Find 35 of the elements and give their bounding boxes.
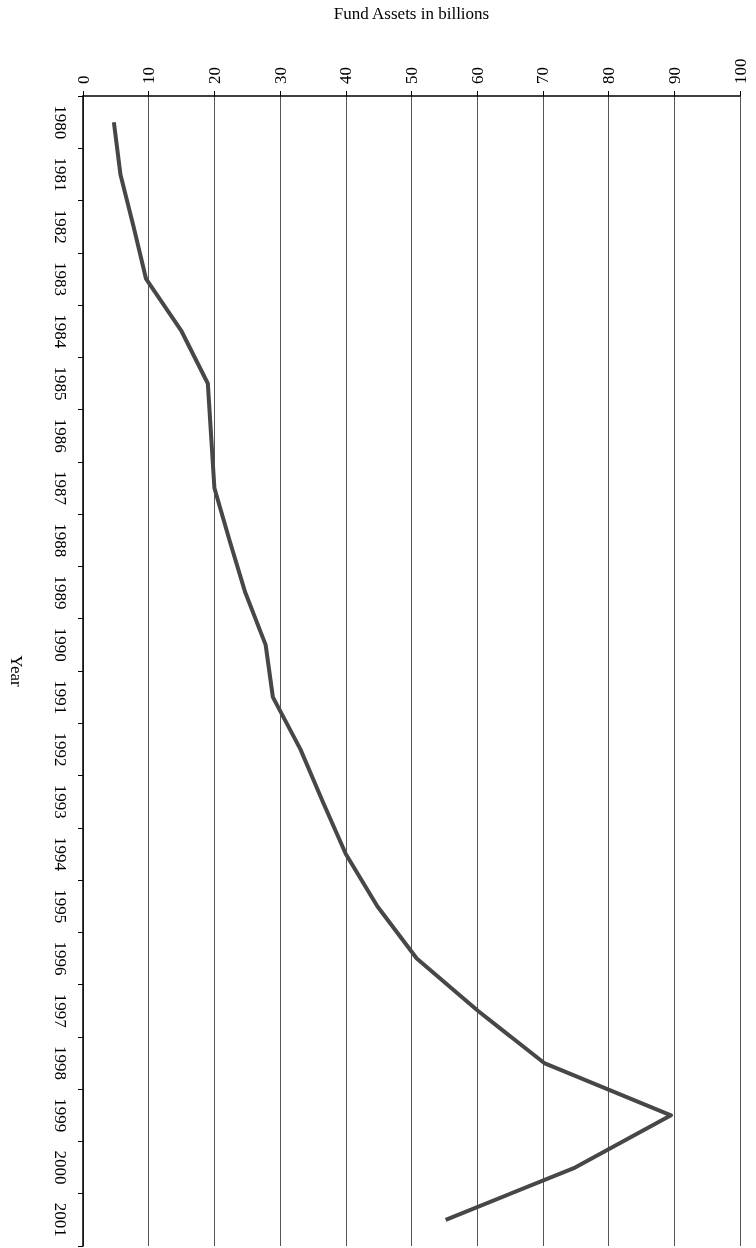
y-tick-label: 1990 [51,627,70,662]
y-tick-label: 1998 [51,1046,70,1081]
x-tick-label: 70 [533,67,553,84]
y-tick-label: 1987 [51,471,70,506]
y-tick-label: 1989 [51,575,70,610]
x-tick-label: 90 [664,67,684,84]
x-tick-label: 0 [73,75,93,84]
y-tick-label: 1993 [51,784,70,819]
y-tick-label: 1981 [51,157,70,192]
y-tick-label: 1999 [51,1098,70,1133]
y-axis-title: Year [7,655,26,687]
y-tick-label: 1994 [51,836,70,872]
x-axis-title: Fund Assets in billions [333,4,490,23]
y-tick-label: 1984 [51,314,70,349]
y-tick-label: 1995 [51,889,70,924]
y-tick-label: 1980 [51,105,70,140]
y-tick-label: 1992 [51,732,70,767]
x-tick-label: 80 [599,67,619,84]
y-tick-label: 1985 [51,366,70,401]
x-tick-label: 10 [139,67,159,84]
y-tick-label: 1988 [51,523,70,558]
y-tick-label: 1983 [51,261,70,296]
y-tick-label: 1982 [51,209,70,244]
y-tick-label: 1991 [51,680,70,715]
x-tick-label: 100 [730,58,750,84]
x-tick-label: 40 [336,67,356,84]
y-tick-label: 2000 [51,1150,70,1185]
x-tick-label: 50 [402,67,421,84]
y-tick-label: 1997 [51,993,70,1029]
y-tick-label: 1996 [51,941,70,976]
y-tick-label: 2001 [51,1202,70,1237]
x-tick-label: 30 [270,67,290,84]
x-tick-label: 60 [467,67,487,84]
y-tick-label: 1986 [51,418,70,453]
x-tick-label: 20 [204,67,224,84]
